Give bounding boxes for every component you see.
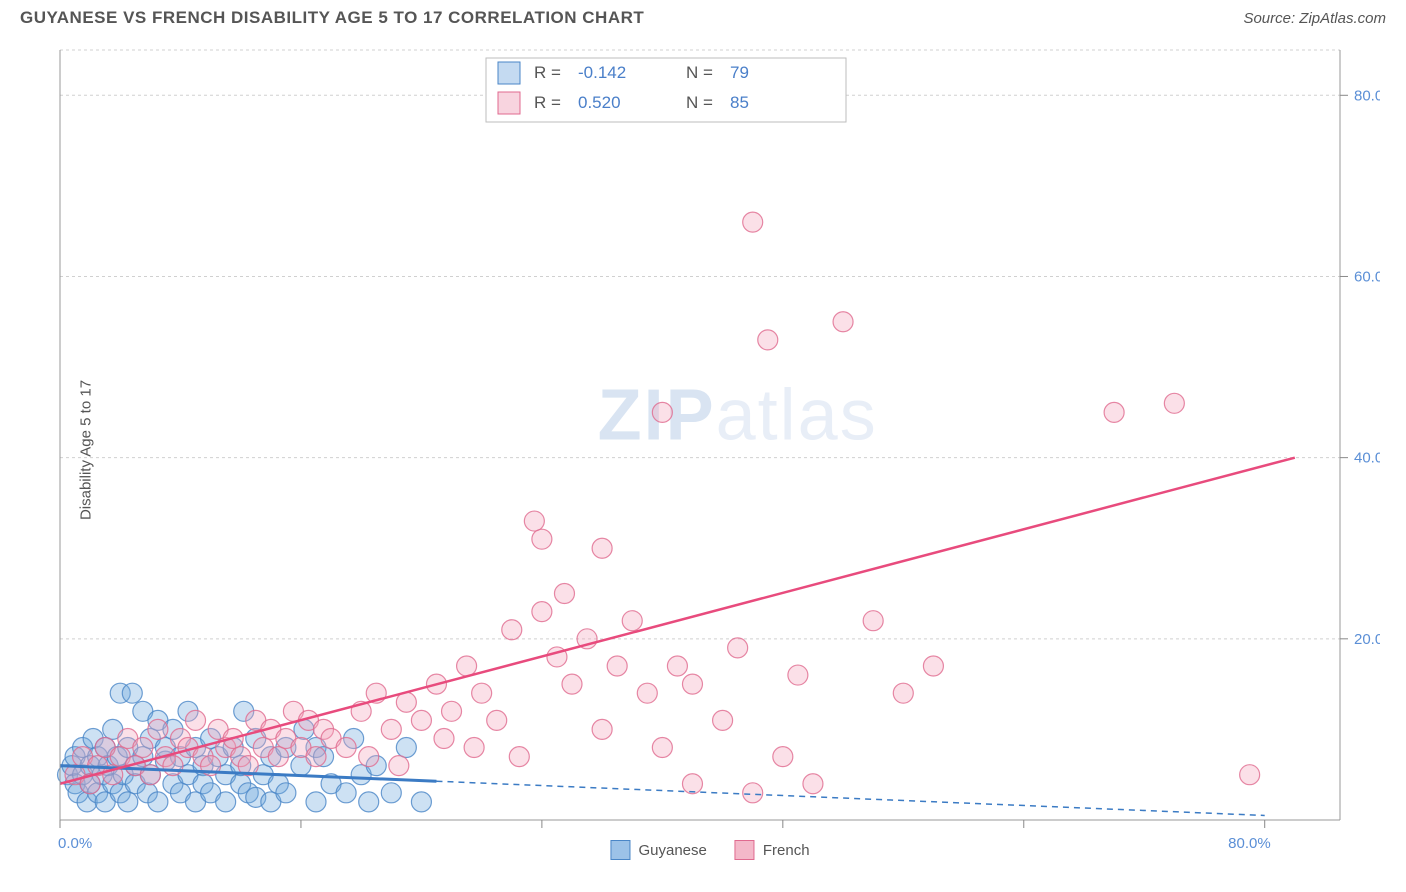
- data-point: [532, 602, 552, 622]
- legend-r-value: 0.520: [578, 93, 621, 112]
- watermark: ZIPatlas: [598, 376, 878, 456]
- y-axis-label: Disability Age 5 to 17: [78, 380, 95, 520]
- data-point: [524, 511, 544, 531]
- data-point: [396, 738, 416, 758]
- data-point: [758, 330, 778, 350]
- data-point: [743, 212, 763, 232]
- y-tick-label: 80.0%: [1354, 87, 1380, 104]
- data-point: [652, 402, 672, 422]
- legend-item: Guyanese: [610, 840, 706, 860]
- data-point: [434, 728, 454, 748]
- legend-swatch: [498, 92, 520, 114]
- data-point: [306, 792, 326, 812]
- data-point: [682, 674, 702, 694]
- data-point: [163, 756, 183, 776]
- x-tick-label: 0.0%: [58, 835, 92, 852]
- legend-label: French: [763, 842, 810, 859]
- data-point: [773, 747, 793, 767]
- data-point: [893, 683, 913, 703]
- data-point: [336, 738, 356, 758]
- chart-title: GUYANESE VS FRENCH DISABILITY AGE 5 TO 1…: [20, 8, 644, 28]
- data-point: [863, 611, 883, 631]
- data-point: [562, 674, 582, 694]
- data-point: [472, 683, 492, 703]
- data-point: [186, 710, 206, 730]
- data-point: [682, 774, 702, 794]
- data-point: [592, 538, 612, 558]
- data-point: [509, 747, 529, 767]
- legend-swatch: [498, 62, 520, 84]
- data-point: [532, 529, 552, 549]
- data-point: [381, 783, 401, 803]
- legend-n-value: 79: [730, 63, 749, 82]
- data-point: [216, 792, 236, 812]
- bottom-legend: Guyanese French: [610, 840, 809, 860]
- legend-r-label: R =: [534, 93, 561, 112]
- y-tick-label: 60.0%: [1354, 268, 1380, 285]
- legend-swatch: [610, 840, 630, 860]
- trend-line-guyanese-dash: [436, 781, 1264, 815]
- data-point: [457, 656, 477, 676]
- data-point: [268, 747, 288, 767]
- data-point: [118, 792, 138, 812]
- legend-r-label: R =: [534, 63, 561, 82]
- legend-swatch: [735, 840, 755, 860]
- data-point: [464, 738, 484, 758]
- y-tick-label: 20.0%: [1354, 631, 1380, 648]
- data-point: [788, 665, 808, 685]
- trend-line-french: [60, 458, 1295, 784]
- data-point: [652, 738, 672, 758]
- legend-r-value: -0.142: [578, 63, 626, 82]
- data-point: [148, 792, 168, 812]
- legend-item: French: [735, 840, 810, 860]
- data-point: [728, 638, 748, 658]
- y-tick-label: 40.0%: [1354, 450, 1380, 467]
- scatter-chart: ZIPatlas 0.0% 80.0% 20.0% 40.0% 60.0% 80.0% R =…: [40, 40, 1380, 860]
- data-point: [667, 656, 687, 676]
- data-point: [389, 756, 409, 776]
- data-point: [592, 719, 612, 739]
- data-point: [359, 747, 379, 767]
- data-point: [411, 792, 431, 812]
- data-point: [133, 738, 153, 758]
- data-point: [1164, 393, 1184, 413]
- data-point: [833, 312, 853, 332]
- data-point: [487, 710, 507, 730]
- source-attribution: Source: ZipAtlas.com: [1243, 10, 1386, 27]
- data-point: [637, 683, 657, 703]
- data-point: [1104, 402, 1124, 422]
- legend-n-label: N =: [686, 93, 713, 112]
- data-point: [713, 710, 733, 730]
- data-point: [923, 656, 943, 676]
- data-point: [803, 774, 823, 794]
- data-point: [502, 620, 522, 640]
- data-point: [554, 584, 574, 604]
- data-point: [411, 710, 431, 730]
- legend-n-label: N =: [686, 63, 713, 82]
- data-point: [122, 683, 142, 703]
- data-point: [359, 792, 379, 812]
- data-point: [306, 747, 326, 767]
- data-point: [276, 783, 296, 803]
- x-tick-label: 80.0%: [1228, 835, 1271, 852]
- data-point: [442, 701, 462, 721]
- data-point: [1240, 765, 1260, 785]
- data-point: [622, 611, 642, 631]
- legend-label: Guyanese: [638, 842, 706, 859]
- data-point: [381, 719, 401, 739]
- chart-container: Disability Age 5 to 17 ZIPatlas 0.0% 80.0%…: [40, 40, 1380, 860]
- legend-n-value: 85: [730, 93, 749, 112]
- data-point: [607, 656, 627, 676]
- data-point: [148, 719, 168, 739]
- data-point: [336, 783, 356, 803]
- data-point: [743, 783, 763, 803]
